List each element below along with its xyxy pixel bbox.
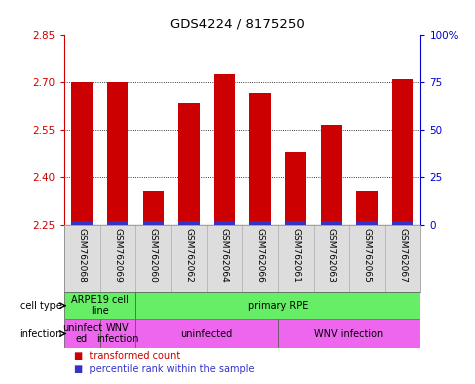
Bar	[249, 221, 271, 225]
Bar	[214, 221, 235, 225]
Bar	[135, 319, 278, 348]
Text: cell type: cell type	[20, 301, 62, 311]
Bar	[64, 319, 100, 348]
Text: WNV infection: WNV infection	[314, 328, 384, 339]
Text: GSM762060: GSM762060	[149, 228, 158, 283]
Bar	[178, 221, 200, 225]
Text: uninfect
ed: uninfect ed	[62, 323, 102, 344]
Bar	[285, 221, 306, 225]
Bar	[178, 103, 200, 225]
Bar	[285, 152, 306, 225]
Text: GSM762062: GSM762062	[184, 228, 193, 283]
Text: GSM762064: GSM762064	[220, 228, 229, 283]
Text: ■  transformed count: ■ transformed count	[74, 351, 180, 361]
Text: primary RPE: primary RPE	[247, 301, 308, 311]
Text: ARPE19 cell
line: ARPE19 cell line	[71, 295, 129, 316]
Text: ■  percentile rank within the sample: ■ percentile rank within the sample	[74, 364, 254, 374]
Bar	[249, 93, 271, 225]
Bar	[321, 221, 342, 225]
Bar	[71, 221, 93, 225]
Text: WNV
infection: WNV infection	[96, 323, 139, 344]
Bar	[107, 82, 128, 225]
Text: GDS4224 / 8175250: GDS4224 / 8175250	[170, 17, 305, 30]
Text: GSM762066: GSM762066	[256, 228, 265, 283]
Bar	[107, 221, 128, 225]
Bar	[64, 292, 135, 319]
Text: uninfected: uninfected	[180, 328, 233, 339]
Bar	[135, 292, 420, 319]
Bar	[100, 319, 135, 348]
Bar	[356, 221, 378, 225]
Text: infection: infection	[19, 328, 62, 339]
Text: GSM762068: GSM762068	[77, 228, 86, 283]
Bar	[142, 221, 164, 225]
Text: GSM762063: GSM762063	[327, 228, 336, 283]
Bar	[392, 221, 413, 225]
Bar	[278, 319, 420, 348]
Bar	[71, 82, 93, 225]
Text: GSM762067: GSM762067	[398, 228, 407, 283]
Text: GSM762061: GSM762061	[291, 228, 300, 283]
Bar	[356, 191, 378, 225]
Bar	[392, 79, 413, 225]
Bar	[214, 74, 235, 225]
Text: GSM762065: GSM762065	[362, 228, 371, 283]
Bar	[142, 191, 164, 225]
Text: GSM762069: GSM762069	[113, 228, 122, 283]
Bar	[321, 125, 342, 225]
